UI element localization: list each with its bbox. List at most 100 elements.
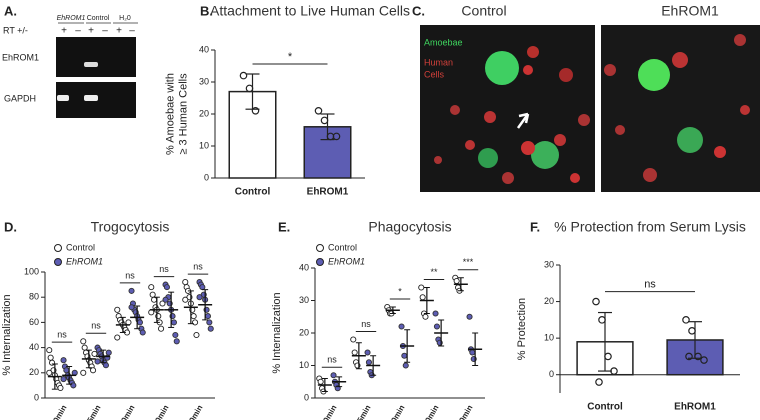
rt-sign: – <box>102 26 108 37</box>
y-tick-label: 30 <box>199 76 209 86</box>
data-point <box>49 359 56 366</box>
y-axis-label: % Internalization <box>271 292 283 373</box>
error-bar <box>85 349 92 369</box>
data-point <box>592 297 600 306</box>
panel-label: C. <box>412 3 425 18</box>
y-tick-label: 20 <box>544 296 554 306</box>
data-point <box>330 372 337 379</box>
significance-label: ns <box>327 355 337 365</box>
data-point <box>46 369 53 376</box>
panel-label: F. <box>530 219 540 234</box>
rt-sign: + <box>116 26 122 37</box>
data-point <box>192 319 199 326</box>
data-point <box>128 304 135 311</box>
error-bar <box>336 376 343 388</box>
data-point <box>466 313 473 320</box>
data-point <box>80 369 87 376</box>
y-tick-label: 10 <box>199 140 209 150</box>
data-point <box>433 323 440 330</box>
data-point <box>90 367 97 374</box>
significance-label: * <box>398 286 402 296</box>
data-point <box>80 338 87 345</box>
x-tick-label: EhROM1 <box>307 187 349 198</box>
data-point <box>91 350 98 357</box>
data-point <box>251 107 260 115</box>
y-tick-label: 40 <box>199 44 209 54</box>
y-tick-label: 0 <box>204 172 209 182</box>
legend-marker <box>54 258 62 266</box>
significance-label: ns <box>125 270 135 280</box>
y-tick-label: 10 <box>299 360 309 370</box>
data-point <box>114 306 121 313</box>
data-point <box>149 291 156 298</box>
data-point <box>314 107 323 115</box>
chart-title: Attachment to Live Human Cells <box>210 3 410 19</box>
error-bar <box>168 291 175 328</box>
x-tick-label: 40min <box>151 403 170 420</box>
data-point <box>685 352 693 361</box>
gel-band <box>84 62 98 67</box>
y-tick-label: 40 <box>29 342 39 352</box>
data-point <box>105 349 112 356</box>
error-bar <box>457 277 464 292</box>
rt-label: RT +/- <box>3 25 28 35</box>
legend-marker <box>316 258 324 266</box>
data-point <box>151 296 158 303</box>
error-bar <box>472 332 479 366</box>
x-tick-label: 20min <box>387 403 406 420</box>
condition-label: Control <box>461 3 506 19</box>
gel-panel: A. EhROM1 Control H₂0 RT +/- + – + – + –… <box>2 3 138 118</box>
error-bar <box>202 289 209 321</box>
data-point <box>63 367 70 374</box>
panel-label: A. <box>4 3 17 18</box>
data-point <box>139 329 146 336</box>
data-point <box>418 284 425 291</box>
data-point <box>365 359 372 366</box>
panel-label: D. <box>4 219 17 234</box>
significance-label: ns <box>159 264 169 274</box>
error-bar <box>66 366 73 385</box>
data-point <box>320 116 329 125</box>
y-tick-label: 30 <box>544 259 554 269</box>
data-point <box>159 300 166 307</box>
data-point <box>172 331 179 339</box>
arrow <box>516 112 530 129</box>
data-point <box>422 313 429 320</box>
data-point <box>610 367 618 375</box>
data-point <box>199 284 206 291</box>
y-axis-label: % Internalization <box>1 294 13 375</box>
data-point <box>700 356 708 364</box>
legend-marker <box>54 244 62 252</box>
data-point <box>398 323 405 330</box>
data-point <box>47 354 54 361</box>
condition-label: EhROM1 <box>661 3 719 19</box>
y-tick-label: 60 <box>29 317 39 327</box>
legend-label: Control <box>66 242 95 252</box>
x-tick-label: 40min <box>421 403 440 420</box>
data-point <box>70 382 77 389</box>
y-tick-label: 0 <box>34 392 39 402</box>
y-tick-label: 20 <box>299 327 309 337</box>
significance-label: ns <box>193 261 203 271</box>
data-point <box>453 277 460 285</box>
data-point <box>207 325 214 332</box>
data-point <box>94 358 101 365</box>
row-label: EhROM1 <box>2 52 39 62</box>
data-point <box>170 319 177 326</box>
data-point <box>351 349 358 356</box>
data-point <box>598 316 606 324</box>
significance-label: ** <box>430 267 438 277</box>
y-tick-label: 20 <box>29 367 39 377</box>
error-bar <box>438 319 445 347</box>
significance-label: ns <box>361 319 371 329</box>
data-point <box>163 284 170 291</box>
data-point <box>332 132 341 141</box>
data-point <box>158 325 165 332</box>
error-bar <box>187 290 194 325</box>
gel-band <box>57 95 69 101</box>
data-point <box>239 71 248 80</box>
error-bar <box>119 316 126 333</box>
legend-marker <box>316 244 324 252</box>
y-tick-label: 0 <box>304 392 309 402</box>
